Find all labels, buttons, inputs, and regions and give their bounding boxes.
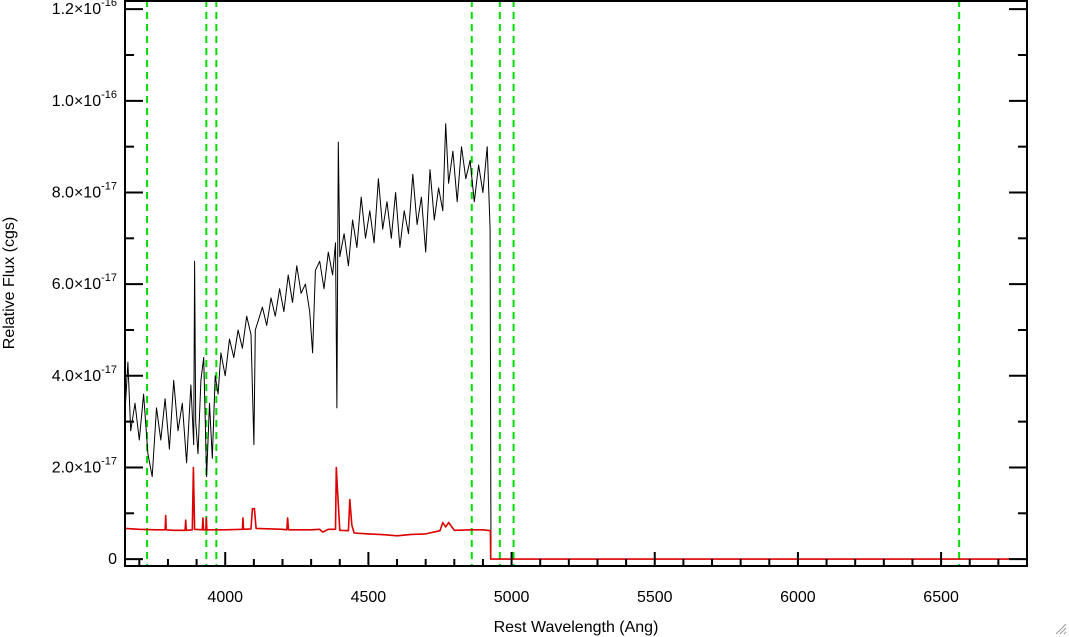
y-tick-mantissa: 0 — [108, 551, 117, 568]
y-tick-label: 2.0×10-17 — [52, 455, 117, 476]
x-tick-label: 4500 — [351, 589, 387, 606]
y-tick-label: 1.0×10-16 — [52, 89, 117, 110]
y-tick-label: 4.0×10-17 — [52, 364, 117, 385]
x-tick-label: 6500 — [923, 589, 959, 606]
y-tick-mantissa: 4.0×10 — [52, 368, 101, 385]
x-tick-label: 4000 — [207, 589, 243, 606]
y-axis-label: Relative Flux (cgs) — [1, 217, 18, 349]
x-ticks: 4000 4500 5000 5500 6000 6500 — [138, 552, 1028, 606]
y-tick-label: 8.0×10-17 — [52, 180, 117, 201]
resize-grip-icon[interactable] — [1055, 623, 1067, 635]
x-tick-label: 5000 — [494, 589, 530, 606]
series-group — [124, 123, 1027, 560]
y-tick-exponent: -16 — [101, 0, 117, 9]
series-line-1 — [124, 466, 1027, 560]
y-tick-exponent: -17 — [101, 364, 117, 376]
y-tick-exponent: -17 — [101, 272, 117, 284]
series-line-0 — [124, 123, 492, 560]
y-tick-label: 1.2×10-16 — [52, 0, 117, 18]
x-tick-label: 6000 — [780, 589, 816, 606]
y-tick-mantissa: 2.0×10 — [52, 459, 101, 476]
y-tick-mantissa: 6.0×10 — [52, 276, 101, 293]
y-tick-exponent: -17 — [101, 180, 117, 192]
y-ticks: 02.0×10-174.0×10-176.0×10-178.0×10-171.0… — [52, 0, 1027, 568]
vertical-lines — [146, 0, 961, 566]
x-axis-label: Rest Wavelength (Ang) — [494, 619, 659, 636]
x-tick-label: 5500 — [637, 589, 673, 606]
y-tick-exponent: -17 — [101, 455, 117, 467]
y-tick-label: 0 — [108, 551, 117, 568]
y-tick-mantissa: 8.0×10 — [52, 184, 101, 201]
y-tick-exponent: -16 — [101, 89, 117, 101]
y-tick-mantissa: 1.2×10 — [52, 1, 101, 18]
y-tick-label: 6.0×10-17 — [52, 272, 117, 293]
plot-frame — [124, 0, 1028, 567]
y-tick-mantissa: 1.0×10 — [52, 93, 101, 110]
